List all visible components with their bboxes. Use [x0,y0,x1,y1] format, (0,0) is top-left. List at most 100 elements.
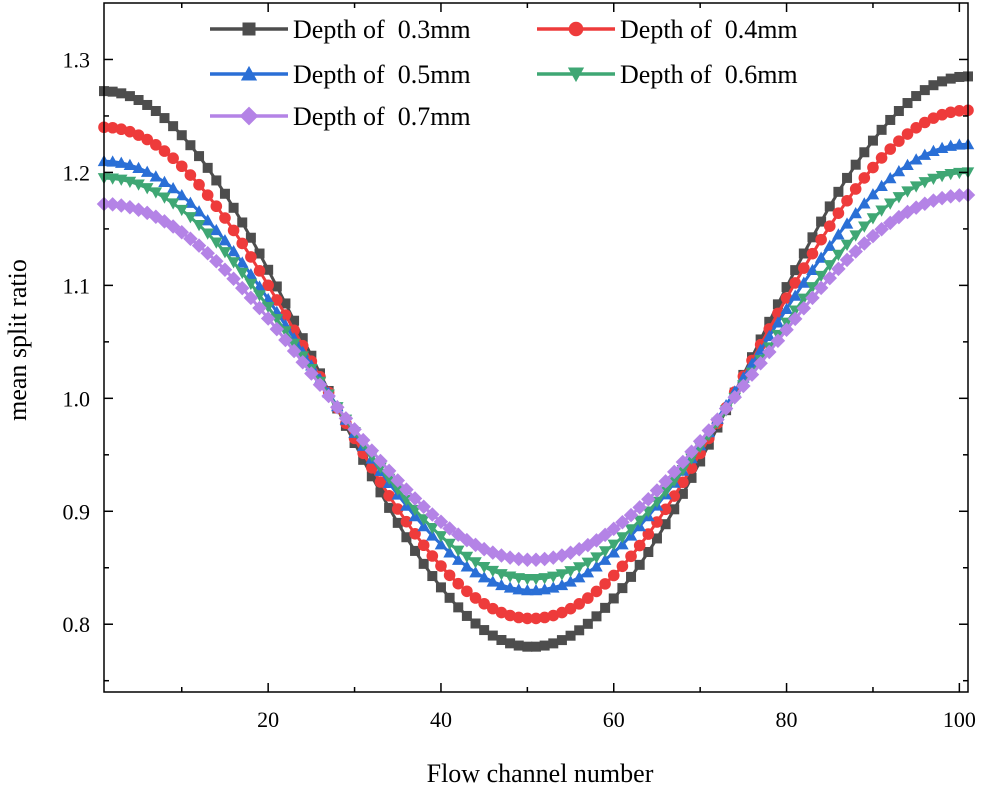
y-tick-label: 0.8 [63,612,91,637]
data-point [771,316,785,328]
data-point [477,561,491,574]
data-point [582,618,593,629]
data-point [512,573,525,585]
data-point [858,172,871,184]
data-point [710,412,725,427]
data-point [280,298,291,309]
data-point [695,456,706,467]
data-point [625,550,637,563]
legend-marker [240,65,258,81]
data-point [184,212,197,224]
data-point [407,491,423,506]
data-point [366,471,377,482]
data-point [753,356,768,371]
series-1 [99,71,973,652]
data-point [194,151,205,162]
data-point [513,640,524,651]
data-point [452,577,465,590]
data-point [919,116,931,129]
data-point [832,249,845,261]
data-point [426,550,439,562]
data-point [461,585,473,598]
data-point [556,606,568,619]
data-point [954,71,965,82]
data-point [686,472,697,483]
data-point [495,578,508,591]
data-point [607,569,620,582]
data-point [884,143,897,155]
legend: Depth of 0.3mm Depth of 0.4mm Depth of 0.5… [210,15,798,131]
data-point [606,521,622,537]
data-point [790,265,801,276]
data-point [520,552,535,568]
data-point [106,121,119,134]
data-point [443,546,456,558]
data-point [461,610,472,621]
data-point [590,552,603,564]
data-point [727,390,742,405]
data-point [391,503,404,515]
data-point [227,224,240,237]
data-point [262,279,274,292]
data-point [555,569,569,581]
data-point [626,571,637,582]
data-point [590,560,603,572]
data-point [564,566,577,578]
data-point [538,573,551,585]
data-point [876,124,887,135]
data-point [805,290,820,306]
data-point [849,230,862,242]
data-point [572,562,586,574]
data-point [581,566,595,578]
data-point [952,188,967,203]
data-point [416,499,431,514]
data-point [210,237,223,249]
data-point [885,114,896,125]
data-point [433,514,449,530]
data-point [806,247,819,260]
data-point [789,277,801,289]
data-point [278,332,293,348]
data-point [200,245,215,261]
data-point [434,538,448,550]
data-point [191,238,207,253]
data-point [875,152,888,164]
data-point [564,575,577,587]
data-point [444,592,455,603]
data-point [858,221,871,233]
legend-item-5: Depth of 0.7mm [210,102,471,131]
data-point [193,178,205,191]
series-line [103,108,969,620]
legend-label: Depth of 0.3mm [293,15,471,44]
data-point [866,188,880,200]
data-point [435,560,447,572]
data-point [814,251,828,263]
data-point [607,546,621,558]
data-point [443,569,456,582]
data-point [892,192,906,204]
data-point [176,130,187,141]
data-point [159,113,170,124]
legend-item-1: Depth of 0.3mm [210,15,471,44]
data-point [953,104,966,117]
data-point [875,179,888,191]
data-point [235,256,249,268]
data-point [244,268,258,280]
data-point [807,232,818,243]
data-point [185,140,196,151]
legend-marker [242,22,256,36]
data-point [175,204,189,217]
data-point [435,582,446,593]
data-point [597,527,613,543]
legend-label: Depth of 0.7mm [293,102,471,131]
data-point [764,316,775,327]
data-point [616,532,629,544]
data-point [548,638,559,649]
data-point [841,194,853,207]
legend-marker [239,106,259,126]
x-tick-label: 60 [603,707,625,732]
data-point [608,593,619,604]
data-point [538,611,551,624]
data-point [893,106,904,117]
data-point [434,531,448,543]
